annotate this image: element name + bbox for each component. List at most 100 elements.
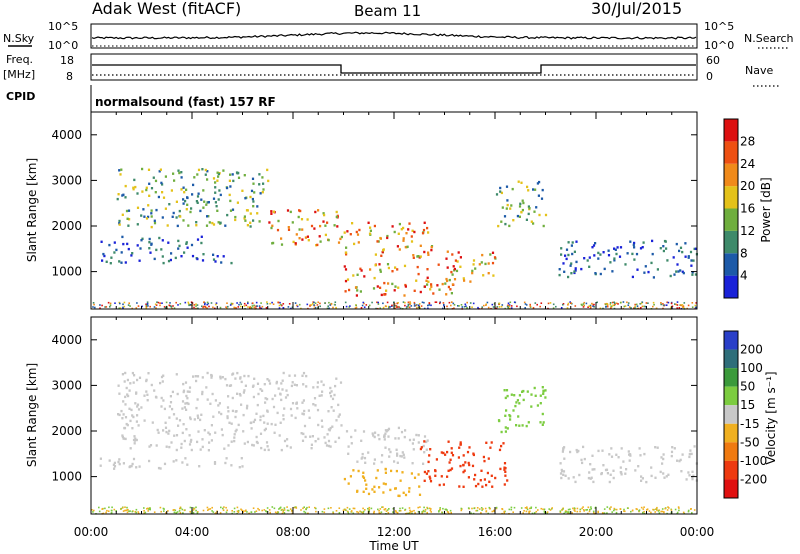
colorbar-swatch [724,479,738,498]
power-cell [161,239,164,242]
power-cell [412,256,415,259]
velocity-ground-cell [388,508,390,510]
power-ground-cell [165,301,168,304]
power-cell [141,237,144,240]
velocity-cell [133,435,136,438]
power-cell [226,213,229,217]
velocity-ground-cell [615,508,618,511]
velocity-cell [264,427,267,431]
power-ground-cell [680,304,682,306]
power-cell [345,251,348,254]
velocity-ground-cell [426,511,428,514]
velocity-cell [186,390,189,393]
power-cell [482,274,485,277]
power-cell [426,226,429,230]
power-cell [337,241,341,244]
velocity-cell [688,455,691,459]
power-cell [252,219,255,222]
velocity-ground-cell [250,511,253,513]
power-cell [267,179,270,183]
power-cell [310,224,314,228]
power-cell [499,190,502,193]
velocity-ground-cell [222,509,225,511]
velocity-ground-cell [488,506,491,509]
velocity-cell [373,435,376,439]
power-cell [280,237,283,240]
power-cell [252,205,255,208]
velocity-ground-cell [522,512,524,514]
velocity-cell [640,479,643,482]
power-cell [162,261,165,265]
power-panel-frame [90,111,698,310]
velocity-cell [190,438,193,442]
velocity-cell [408,438,412,442]
velocity-cell [587,476,590,480]
velocity-cell [260,446,263,450]
power-ground-cell [265,307,268,309]
velocity-ground-cell [219,512,222,514]
velocity-cell [450,447,453,450]
power-cell [234,215,237,219]
velocity-ground-cell [283,512,286,514]
power-ground-cell [344,301,347,304]
velocity-ground-cell [491,510,494,513]
power-cell [313,227,316,230]
noise-right-tick-bottom: 10^0 [704,39,734,52]
velocity-ground-cell [501,508,503,510]
velocity-cell [375,476,378,480]
power-cell [374,264,377,267]
velocity-ground-cell [370,507,373,510]
velocity-ground-cell [226,509,228,512]
velocity-cell [387,427,391,431]
power-cell [159,168,162,171]
power-cell [323,213,326,217]
power-ground-cell [279,301,281,304]
power-ground-cell [574,305,577,307]
colorbar-swatch [724,368,738,387]
power-ground-cell [464,303,467,306]
velocity-ground-cell [476,507,479,509]
power-ground-cell [510,307,513,309]
velocity-cell [581,461,584,465]
velocity-ground-cell [352,507,355,510]
velocity-cell [517,415,520,418]
power-cell [206,170,209,173]
velocity-cell [175,434,179,437]
velocity-ground-cell [428,507,431,510]
power-ground-cell [676,301,679,303]
velocity-cell [533,386,536,390]
velocity-cell [143,394,146,397]
y-tick-label: 1000 [51,265,82,279]
power-cell [259,192,262,195]
velocity-ground-cell [240,508,242,511]
power-ground-cell [386,301,389,304]
velocity-cell [305,385,308,388]
velocity-ground-cell [573,507,576,509]
freq-right-tick-bottom: 0 [706,70,713,83]
velocity-cell [364,479,367,482]
velocity-ground-cell [246,511,248,513]
power-ground-cell [636,305,639,307]
power-cell [202,206,205,209]
velocity-cell [446,475,449,478]
power-cell [430,283,433,286]
power-ground-cell [569,301,571,303]
velocity-ground-cell [189,506,192,509]
velocity-cell [118,413,121,417]
power-ground-cell [309,304,312,306]
power-cell [261,176,264,179]
velocity-cell [413,476,417,479]
power-ground-cell [547,302,550,305]
power-cell [393,230,396,234]
velocity-cell [274,423,277,426]
velocity-cell [311,435,314,438]
power-cell [527,189,530,192]
power-ground-cell [278,304,281,307]
power-ground-cell [313,304,315,306]
velocity-cell [491,485,494,488]
velocity-cell [307,409,310,412]
velocity-ground-cell [650,511,652,514]
power-ground-cell [92,306,94,308]
power-cell [532,222,535,225]
power-ground-cell [461,306,464,308]
